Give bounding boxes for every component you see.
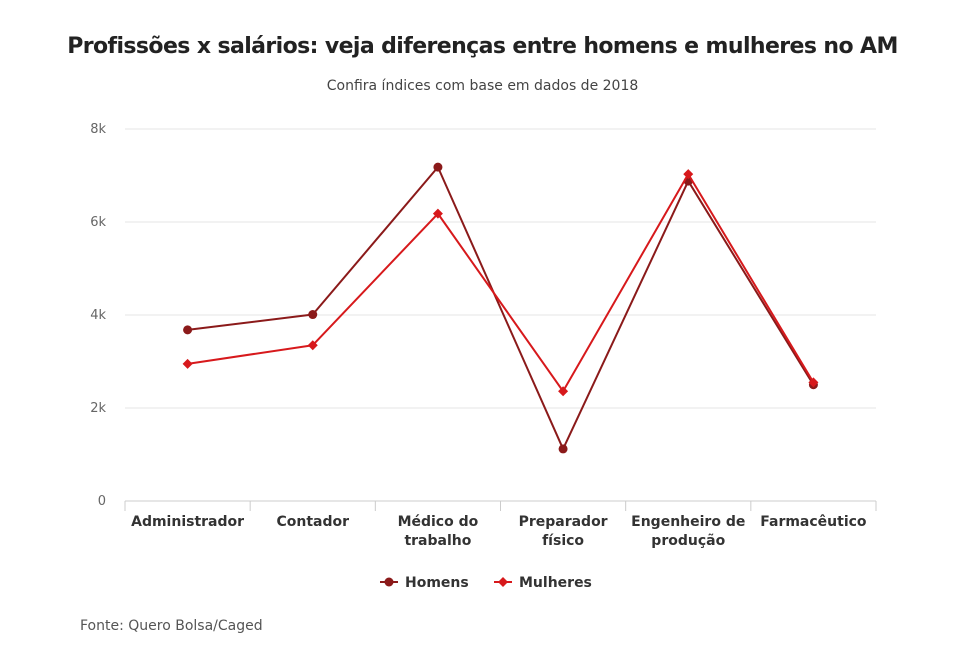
series-line-homens: [187, 166, 815, 450]
x-tick-label: Engenheiro de produção: [631, 514, 745, 549]
data-point-mulheres: [307, 340, 318, 351]
x-tick-label-line: Preparador: [519, 514, 608, 530]
legend-item-homens[interactable]: Homens: [380, 575, 469, 591]
legend-marker: [384, 577, 394, 587]
chart-title: Profissões x salários: veja diferenças e…: [67, 34, 898, 59]
y-tick-label: 6k: [90, 215, 106, 230]
x-tick-label-line: trabalho: [404, 533, 471, 549]
series-mulheres: [182, 169, 819, 397]
series-lines: [182, 162, 819, 454]
x-tick-label-line: físico: [542, 533, 584, 549]
grid-lines: 0 2k 4k 6k 8k: [90, 122, 876, 509]
data-point-homens: [183, 325, 193, 335]
x-axis: Administrador Contador Médico do trabalho Pr…: [124, 500, 877, 549]
x-tick-label: Farmacêutico: [760, 514, 867, 530]
x-tick-label-line: Engenheiro de: [631, 514, 745, 530]
data-point-homens: [433, 162, 443, 172]
x-tick-label-line: Administrador: [131, 514, 244, 530]
data-point-mulheres: [432, 208, 443, 219]
x-tick-label: Médico do trabalho: [398, 514, 479, 549]
data-point-mulheres: [182, 358, 193, 369]
source-note: Fonte: Quero Bolsa/Caged: [80, 618, 263, 634]
y-tick-label: 2k: [90, 401, 106, 416]
x-tick-label: Administrador: [131, 514, 244, 530]
y-tick-label: 4k: [90, 308, 106, 323]
data-point-mulheres: [558, 386, 569, 397]
series-homens: [183, 162, 818, 454]
x-tick-label-line: Contador: [276, 514, 349, 530]
x-tick-label-line: Farmacêutico: [760, 514, 867, 530]
data-point-homens: [308, 310, 318, 320]
legend-label: Homens: [405, 575, 469, 591]
legend-item-mulheres[interactable]: Mulheres: [494, 575, 592, 591]
y-tick-label: 8k: [90, 122, 106, 137]
x-tick-label: Contador: [276, 514, 349, 530]
x-tick-label-line: produção: [651, 533, 725, 549]
data-point-homens: [558, 444, 568, 454]
x-tick-label-line: Médico do: [398, 514, 479, 530]
legend-marker: [498, 577, 508, 587]
data-point-mulheres: [808, 377, 819, 388]
chart-subtitle: Confira índices com base em dados de 201…: [326, 78, 639, 94]
x-tick-label: Preparador físico: [519, 514, 608, 549]
y-tick-label: 0: [98, 494, 106, 509]
data-point-mulheres: [683, 169, 694, 180]
series-line-mulheres: [187, 173, 815, 393]
legend-label: Mulheres: [519, 575, 592, 591]
legend[interactable]: Homens Mulheres: [380, 575, 592, 591]
